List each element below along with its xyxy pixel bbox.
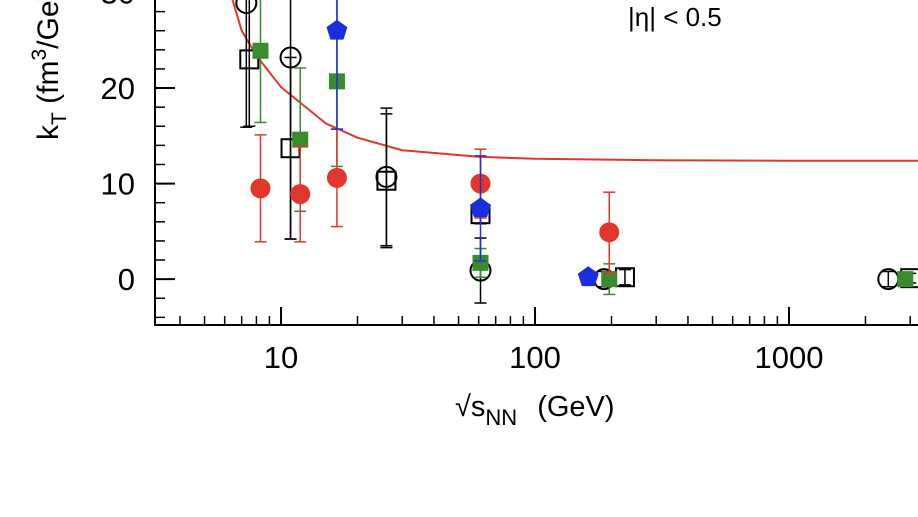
error-bar [618,268,631,286]
marker-square [601,271,618,288]
y-label-sub: T [48,112,71,125]
y-tick-label: 10 [101,167,135,202]
x-axis-label: √sNN (GeV) [455,391,615,430]
y-label-sup: 3 [28,49,51,61]
x-label-end: (GeV) [537,391,614,423]
x-tick-label: 10 [264,340,298,375]
y-axis-label: kT (fm3/GeV) [28,0,71,140]
marker-pentagon [326,19,348,40]
x-label-main: √s [455,391,485,423]
y-label-main: k [32,124,65,140]
y-tick-label: 20 [101,71,135,106]
error-bar [243,0,256,128]
y-label-end: /GeV) [32,0,65,49]
marker-pentagon [470,197,491,218]
marker-open-square [376,170,397,191]
marker-circle [290,184,311,205]
marker-square [472,254,489,271]
marker-square [252,42,269,59]
marker-pentagon [577,266,599,287]
y-tick-label: 0 [118,262,135,297]
x-label-sub: NN [485,405,517,430]
x-tick-label: 1000 [755,340,824,375]
marker-circle [250,178,271,199]
error-bar [240,0,253,128]
error-bar [284,56,297,240]
marker-square [292,131,309,148]
y-label-mid: (fm [32,61,65,113]
error-bar [380,113,393,249]
marker-circle [599,222,620,243]
marker-square [897,271,914,288]
marker-open-circle [235,0,258,15]
annotation: |η| < 0.5 [628,2,722,32]
marker-circle [326,167,347,188]
marker-open-square [614,267,635,288]
x-tick-label: 100 [509,340,561,375]
y-tick-label: 30 [101,0,135,11]
error-bar [882,270,895,288]
marker-open-square [239,49,260,70]
